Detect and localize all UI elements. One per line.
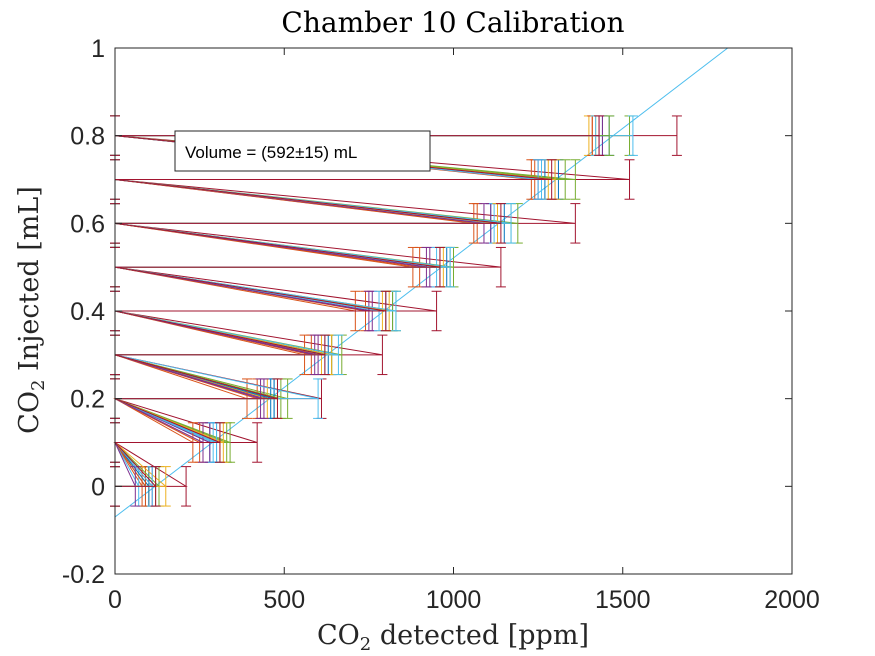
- error-bar: [570, 203, 581, 244]
- error-bar: [570, 159, 581, 200]
- error-bar: [546, 159, 557, 200]
- annotation-frame: [174, 130, 431, 172]
- y-tick-label: 0.2: [70, 386, 105, 414]
- error-bar: [506, 203, 517, 244]
- x-tick-label: 1000: [426, 586, 482, 614]
- chart-title: Chamber 10 Calibration: [281, 6, 624, 39]
- y-tick-label: 0.6: [70, 210, 105, 238]
- error-bar: [380, 290, 391, 332]
- error-bar: [377, 334, 388, 376]
- x-tick-label: 500: [263, 586, 305, 614]
- error-bar: [333, 334, 344, 376]
- error-bar: [594, 115, 605, 156]
- x-axis-label: CO2 detected [ppm]: [317, 620, 589, 655]
- error-bar: [319, 334, 330, 376]
- error-bar: [431, 290, 442, 332]
- annotation-text: Volume = (592±15) mL: [185, 143, 357, 162]
- y-tick-label: 0.4: [70, 298, 105, 326]
- y-axis-label: CO2 Injected [mL]: [14, 186, 49, 434]
- error-bar: [604, 115, 615, 156]
- annotation-box: Volume = (592±15) mL: [174, 130, 431, 172]
- y-tick-label: 1: [91, 35, 105, 63]
- error-bar: [495, 246, 506, 288]
- error-bar: [181, 466, 192, 507]
- error-bar: [272, 378, 283, 419]
- x-tick-label: 1500: [595, 586, 651, 614]
- error-bar: [624, 159, 635, 200]
- error-bar: [214, 422, 225, 463]
- y-tick-label: -0.2: [62, 561, 105, 589]
- axis-ticks: 0 500 1000 1500 2000-0.200.20.40.60.81: [62, 35, 820, 614]
- y-tick-label: 0.8: [70, 123, 105, 151]
- series-line: [113, 135, 600, 487]
- x-tick-label: 2000: [764, 586, 820, 614]
- error-bar: [560, 159, 571, 200]
- error-bar: [434, 246, 445, 288]
- error-bar: [671, 115, 682, 156]
- error-bar: [445, 246, 456, 288]
- error-bar: [313, 378, 324, 419]
- error-bar: [627, 115, 638, 156]
- y-tick-label: 0: [91, 473, 105, 501]
- error-bar: [252, 422, 263, 463]
- error-bar: [150, 466, 161, 507]
- error-bar: [160, 466, 171, 507]
- error-bar: [495, 203, 506, 244]
- error-bar: [390, 290, 401, 332]
- x-tick-label: 0: [108, 586, 122, 614]
